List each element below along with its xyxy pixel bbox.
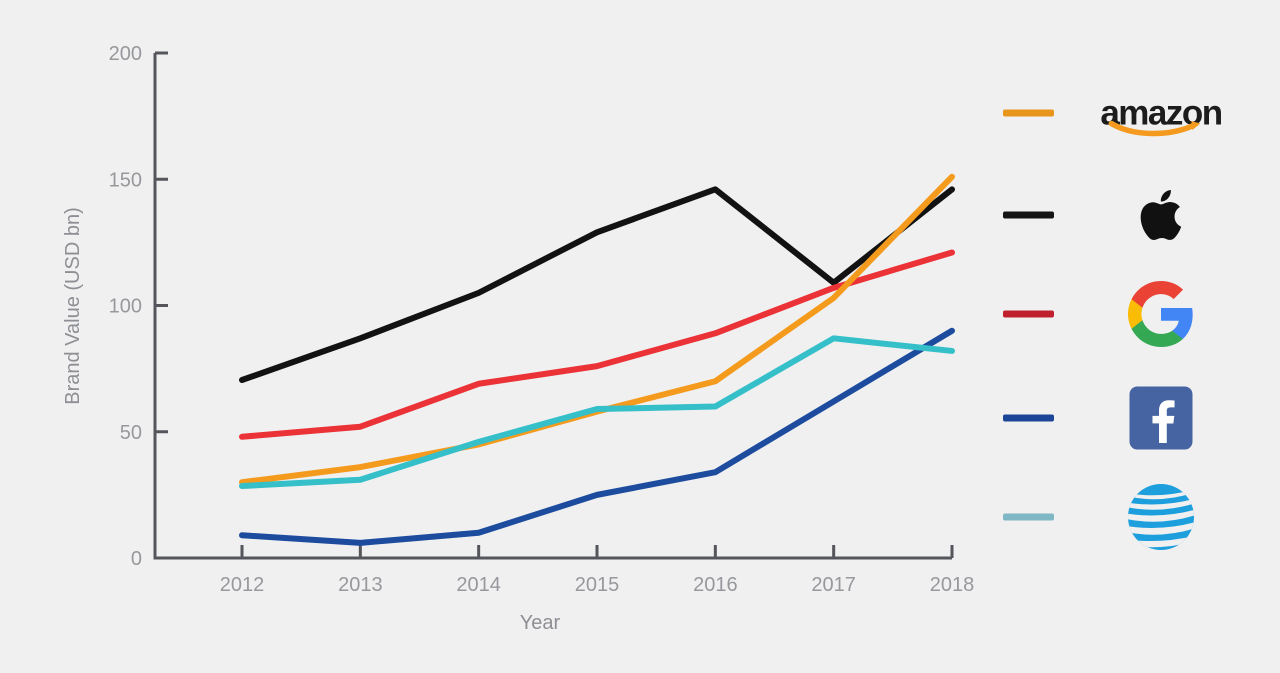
series-line-amazon <box>239 173 955 486</box>
svg-text:50: 50 <box>120 422 142 444</box>
series-line-facebook <box>239 327 955 546</box>
series-line-att <box>239 335 955 490</box>
svg-text:2012: 2012 <box>220 574 265 596</box>
series-line-google <box>239 249 955 440</box>
svg-text:Brand Value (USD bn): Brand Value (USD bn) <box>62 207 84 405</box>
svg-text:2014: 2014 <box>456 574 501 596</box>
svg-text:150: 150 <box>109 169 142 191</box>
svg-text:0: 0 <box>131 548 142 570</box>
svg-text:Year: Year <box>520 612 561 634</box>
svg-text:2016: 2016 <box>693 574 738 596</box>
svg-text:2017: 2017 <box>811 574 856 596</box>
svg-text:200: 200 <box>109 43 142 65</box>
svg-text:2015: 2015 <box>575 574 620 596</box>
svg-text:2018: 2018 <box>930 574 975 596</box>
svg-text:100: 100 <box>109 296 142 318</box>
series-line-apple <box>239 186 955 383</box>
svg-text:2013: 2013 <box>338 574 383 596</box>
